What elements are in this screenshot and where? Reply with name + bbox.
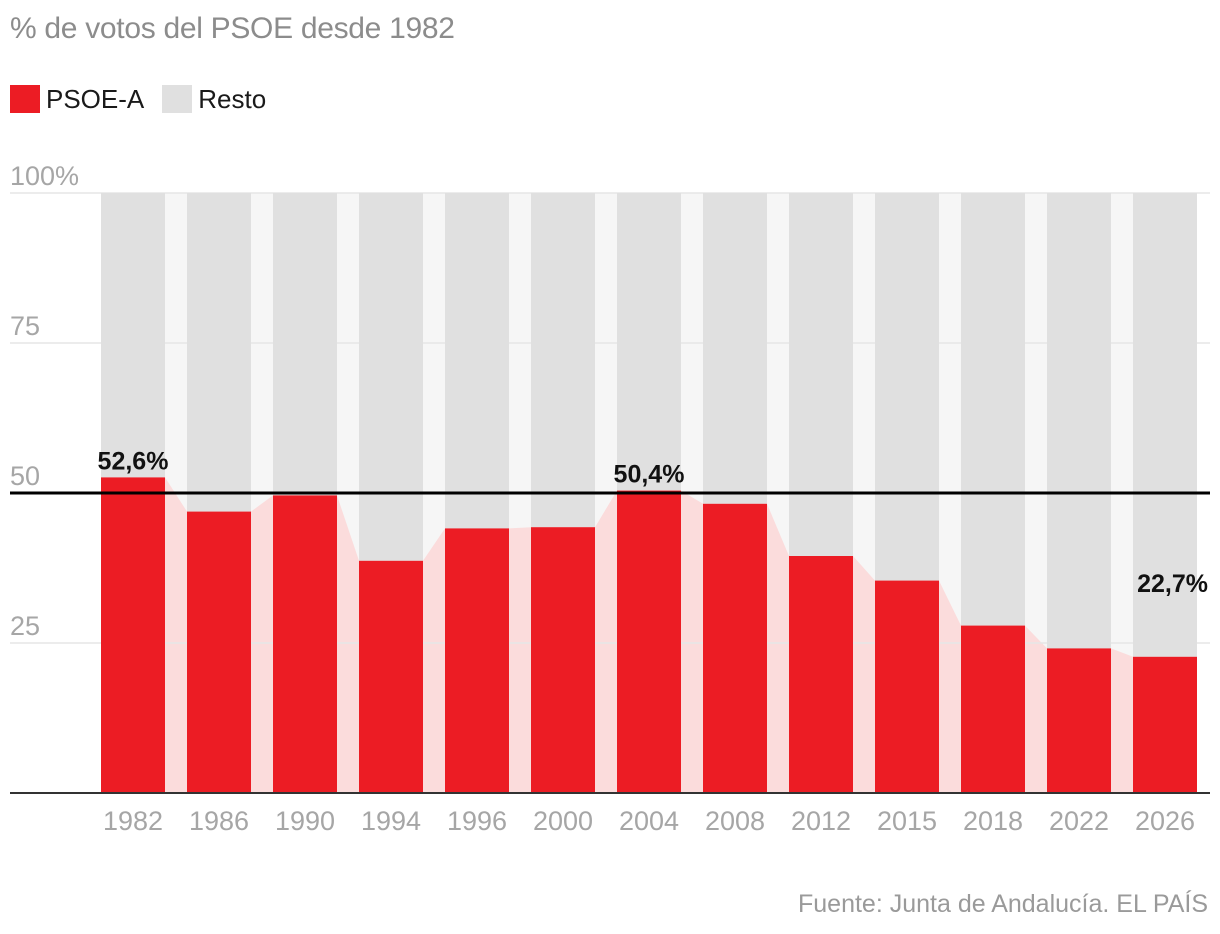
bar-psoe-2026 <box>1133 656 1197 793</box>
y-tick-label-25: 25 <box>10 611 40 641</box>
x-tick-label-2008: 2008 <box>705 806 765 836</box>
bar-psoe-2012 <box>789 556 853 793</box>
bar-resto-2000 <box>531 193 595 528</box>
bar-resto-2026 <box>1133 193 1197 657</box>
bar-psoe-2000 <box>531 527 595 793</box>
bar-psoe-1994 <box>359 560 423 793</box>
bar-resto-2015 <box>875 193 939 581</box>
bar-psoe-2022 <box>1047 648 1111 793</box>
y-tick-label-50: 50 <box>10 461 40 491</box>
y-tick-label-100: 100% <box>10 161 79 191</box>
x-tick-label-2022: 2022 <box>1049 806 1109 836</box>
bar-resto-1990 <box>273 193 337 496</box>
x-tick-label-2015: 2015 <box>877 806 937 836</box>
x-tick-label-2000: 2000 <box>533 806 593 836</box>
legend-swatch-psoe <box>10 85 40 113</box>
bar-psoe-2015 <box>875 580 939 793</box>
bar-psoe-1990 <box>273 495 337 793</box>
legend-label-psoe: PSOE-A <box>46 83 145 114</box>
x-tick-label-1990: 1990 <box>275 806 335 836</box>
bar-psoe-1986 <box>187 511 251 793</box>
bar-resto-1986 <box>187 193 251 512</box>
chart-title: % de votos del PSOE desde 1982 <box>10 12 455 45</box>
x-tick-label-2026: 2026 <box>1135 806 1195 836</box>
x-tick-label-2004: 2004 <box>619 806 679 836</box>
x-tick-label-1982: 1982 <box>103 806 163 836</box>
legend-label-resto: Resto <box>198 83 267 114</box>
bar-resto-2018 <box>961 193 1025 626</box>
x-tick-label-2012: 2012 <box>791 806 851 836</box>
data-label-2004: 50,4% <box>614 461 685 489</box>
bar-psoe-2008 <box>703 503 767 793</box>
bar-resto-2012 <box>789 193 853 556</box>
y-tick-label-75: 75 <box>10 311 40 341</box>
bar-resto-2008 <box>703 193 767 504</box>
bar-psoe-1982 <box>101 477 165 793</box>
bar-psoe-2018 <box>961 625 1025 793</box>
bar-resto-1996 <box>445 193 509 529</box>
legend-item-resto: Resto <box>162 84 266 115</box>
x-tick-label-1986: 1986 <box>189 806 249 836</box>
data-label-1982: 52,6% <box>98 447 169 475</box>
legend-item-psoe: PSOE-A <box>10 84 144 115</box>
bar-psoe-1996 <box>445 528 509 793</box>
x-tick-label-2018: 2018 <box>963 806 1023 836</box>
bar-resto-2022 <box>1047 193 1111 649</box>
bar-resto-1982 <box>101 193 165 478</box>
bar-resto-1994 <box>359 193 423 561</box>
x-tick-label-1994: 1994 <box>361 806 421 836</box>
bar-resto-2004 <box>617 193 681 491</box>
x-tick-label-1996: 1996 <box>447 806 507 836</box>
bar-psoe-2004 <box>617 490 681 793</box>
data-label-2026: 22,7% <box>1137 570 1208 598</box>
legend: PSOE-A Resto <box>10 84 284 114</box>
source-note: Fuente: Junta de Andalucía. EL PAÍS <box>798 890 1208 918</box>
legend-swatch-resto <box>162 85 193 113</box>
stacked-bar-chart: 100% 75 50 25 1982 1986 1990 1994 1996 2000 2004 20… <box>10 161 1210 836</box>
